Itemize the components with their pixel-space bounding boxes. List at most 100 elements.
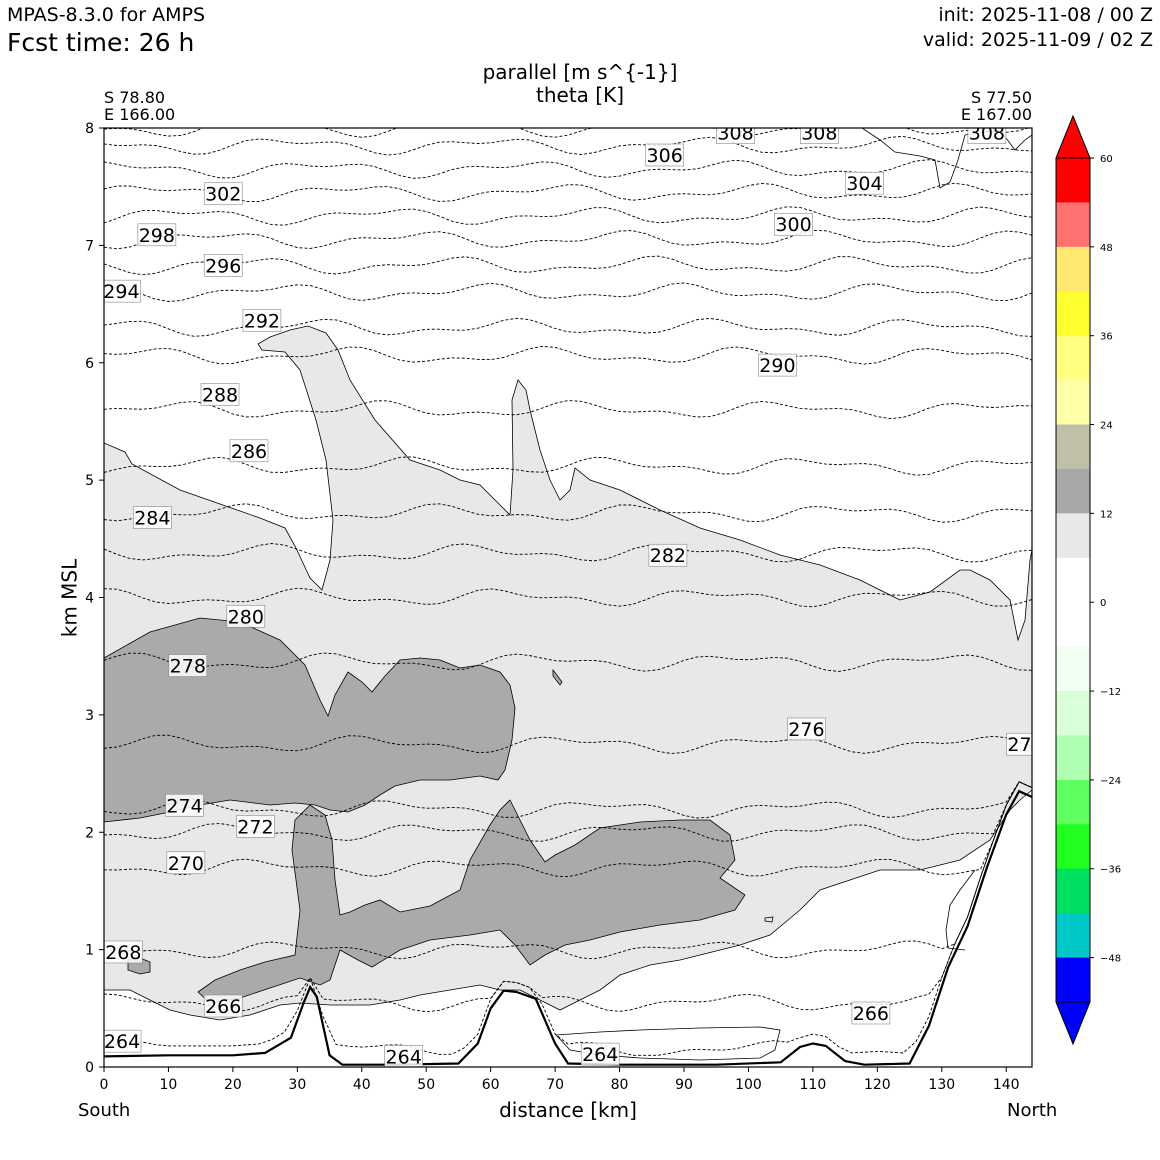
contour-label-text: 292: [244, 310, 280, 332]
theta-contour-292: [104, 317, 1032, 337]
contour-label-box: [226, 604, 266, 628]
contour-label-box: [774, 212, 813, 236]
colorbar-tick-label: −24: [1100, 776, 1121, 787]
contour-label: 276: [1006, 732, 1032, 756]
contour-label: 276: [787, 717, 826, 741]
contour-label: 270: [166, 851, 206, 875]
contour-label-box: [645, 143, 684, 167]
contour-label-box: [166, 851, 206, 875]
contour-label: 272: [236, 815, 275, 838]
colorbar-swatch: [1056, 735, 1090, 781]
colorbar-swatch: [1056, 957, 1090, 1003]
contour-label: 306: [645, 143, 684, 167]
contour-label: 308: [800, 128, 839, 145]
terrain-line: [104, 789, 1032, 1066]
contour-label-box: [758, 353, 797, 377]
contour-label-text: 278: [170, 656, 206, 678]
colorbar: 60 48 36 24 12 0 −12 −24 −36 −48: [1055, 114, 1121, 1046]
contour-label-text: 276: [788, 719, 824, 741]
contour-label-text: 306: [647, 145, 683, 167]
contour-label: 304: [845, 171, 884, 195]
contour-label: 302: [203, 182, 243, 206]
contour-label-text: 284: [134, 508, 170, 530]
x-ticks: 0 10 20 30 40 50 60 70 80 90 100 110 120 130 140: [100, 1067, 1020, 1093]
start-longitude: E 166.00: [104, 105, 176, 124]
colorbar-swatch: [1056, 202, 1090, 248]
colorbar-swatch: [1056, 468, 1090, 514]
forecast-time-label: Fcst time: 26 h: [7, 28, 195, 57]
y-tick-label: 2: [85, 825, 94, 841]
contour-label: 300: [774, 212, 813, 236]
contour-label-box: [1006, 732, 1032, 756]
y-tick-label: 8: [85, 121, 94, 137]
theta-contour-274: [104, 781, 1032, 819]
contour-label: 308: [967, 123, 1007, 145]
contour-label-text: 266: [205, 996, 241, 1018]
contour-label-text: 264: [582, 1044, 618, 1066]
x-tick-label: 40: [353, 1077, 371, 1093]
shading-dark-gray-lower-region: [197, 799, 746, 1004]
contour-label-text: 290: [759, 355, 795, 377]
theta-contour-302: [104, 182, 1032, 203]
contour-label-text: 302: [205, 184, 241, 206]
colorbar-swatch: [1056, 158, 1090, 203]
contour-label-text: 274: [166, 795, 202, 817]
y-tick-label: 5: [85, 473, 94, 489]
y-tick-label: 0: [85, 1060, 94, 1076]
contour-label-box: [104, 279, 141, 303]
theta-contour-270: [104, 781, 1032, 878]
theta-contour-298: [104, 229, 1032, 250]
x-tick-label: 140: [993, 1077, 1020, 1093]
contour-label-box: [203, 182, 243, 206]
x-tick-label: 120: [864, 1077, 891, 1093]
colorbar-swatch: [1056, 557, 1090, 603]
contour-label: 264: [580, 1042, 620, 1066]
x-tick-label: 90: [675, 1077, 693, 1093]
colorbar-frame: [1055, 157, 1091, 1003]
contour-label: 286: [229, 439, 269, 463]
x-tick-label: 50: [417, 1077, 435, 1093]
contour-label-box: [137, 223, 177, 247]
contour-label: 278: [168, 654, 208, 678]
contour-label-box: [384, 1045, 423, 1067]
end-latitude: S 77.50: [970, 88, 1032, 107]
contour-label: 288: [200, 383, 240, 406]
colorbar-swatch: [1056, 424, 1090, 470]
y-tick-label: 7: [85, 238, 94, 254]
theta-contour-290: [104, 345, 1032, 365]
contour-label-box: [845, 171, 884, 195]
colorbar-swatch: [1056, 691, 1090, 736]
x-tick-label: 100: [735, 1077, 762, 1093]
colorbar-swatch: [1056, 602, 1090, 648]
theta-contour-288: [104, 400, 1032, 420]
contour-label: 264: [384, 1045, 423, 1067]
zero-contour-small: [764, 916, 774, 923]
contour-label-text: 264: [104, 1031, 140, 1053]
start-direction-label: South: [78, 1100, 131, 1121]
colorbar-swatch: [1056, 335, 1090, 381]
x-tick-label: 70: [546, 1077, 564, 1093]
contour-label: 296: [203, 254, 243, 277]
contour-label: 266: [851, 1001, 891, 1025]
model-label: MPAS-8.3.0 for AMPS: [7, 4, 206, 26]
theta-contour-280: [104, 587, 1032, 608]
theta-contours: [104, 128, 1032, 1056]
end-longitude: E 167.00: [960, 105, 1032, 124]
zero-contour-right: [945, 869, 976, 951]
contour-label-text: 304: [846, 173, 882, 195]
contour-label-text: 286: [231, 441, 267, 463]
theta-contour-300: [104, 206, 1032, 226]
contour-label: 292: [242, 309, 282, 332]
contour-label-box: [165, 793, 204, 817]
chart-title: parallel [m s^{-1}]: [482, 60, 678, 84]
colorbar-tick-label: −36: [1100, 865, 1121, 876]
colorbar-tick-label: −48: [1100, 954, 1121, 965]
contour-label-text: 280: [228, 606, 264, 628]
contour-label-text: 272: [237, 816, 273, 838]
contour-label-text: 268: [105, 942, 141, 964]
theta-contour-264: [104, 781, 1032, 1056]
colorbar-swatch: [1056, 380, 1090, 426]
contour-label-text: 308: [969, 123, 1005, 145]
contour-label-box: [787, 717, 826, 741]
colorbar-swatch: [1056, 246, 1090, 292]
